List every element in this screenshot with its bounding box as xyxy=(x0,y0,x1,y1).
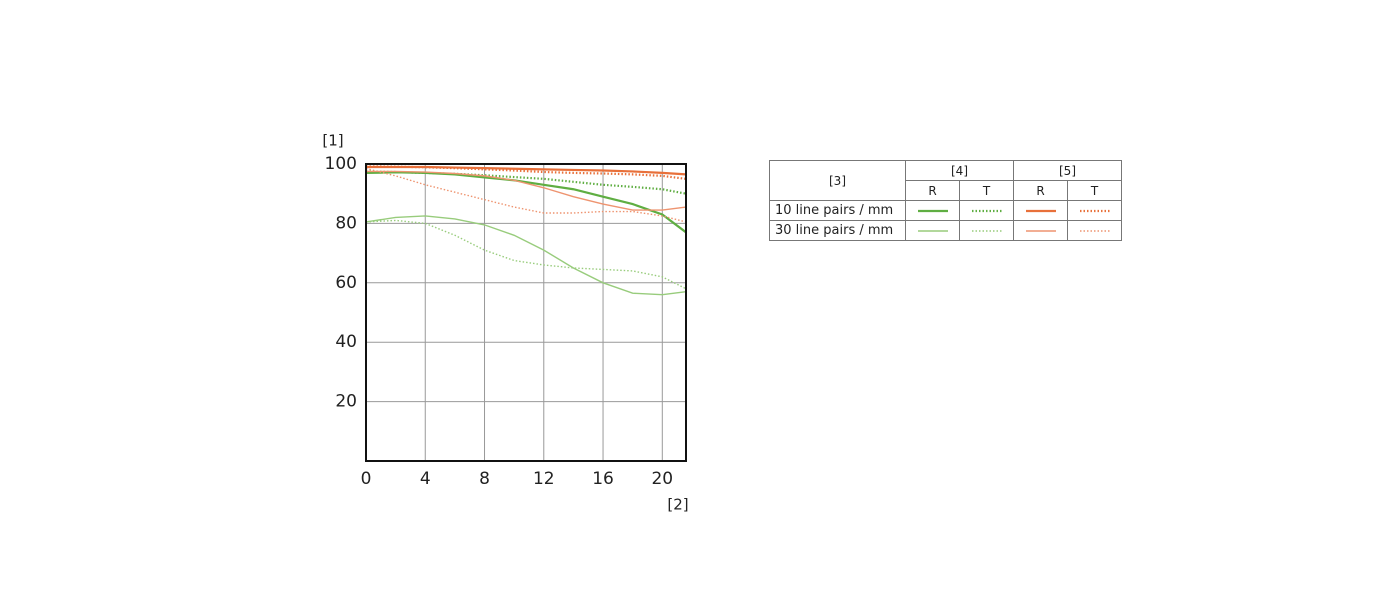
legend-row-label: 10 line pairs / mm xyxy=(769,200,906,221)
legend-cell xyxy=(959,220,1014,241)
legend-row: 30 line pairs / mm xyxy=(769,220,1122,241)
legend-swatch xyxy=(1079,209,1110,212)
legend-swatch xyxy=(1079,229,1110,232)
mtf-line xyxy=(365,167,687,223)
legend-column: R xyxy=(905,180,960,201)
mtf-line xyxy=(365,215,687,296)
legend-cell xyxy=(1013,200,1068,221)
y-tick-label: 20 xyxy=(335,392,357,412)
y-axis-label: [1] xyxy=(322,132,343,150)
y-tick-label: 40 xyxy=(335,332,357,352)
mtf-line xyxy=(366,165,687,176)
y-tick-label: 60 xyxy=(335,273,357,293)
legend-swatch xyxy=(971,229,1002,232)
x-tick-label: 16 xyxy=(592,469,614,489)
legend-swatch xyxy=(1025,209,1056,212)
x-tick-label: 12 xyxy=(533,469,555,489)
legend-swatch xyxy=(1025,229,1056,232)
x-tick-label: 0 xyxy=(361,469,372,489)
legend-cell xyxy=(1067,200,1122,221)
y-tick-label: 100 xyxy=(325,154,357,174)
legend-cell xyxy=(1067,220,1122,241)
legend-row-label: 30 line pairs / mm xyxy=(769,220,906,241)
x-tick-label: 8 xyxy=(479,469,490,489)
mtf-line xyxy=(365,171,687,234)
legend-group: [5] xyxy=(1013,160,1122,181)
legend-row: 10 line pairs / mm xyxy=(769,200,1122,221)
legend-header: [3] xyxy=(769,160,906,201)
legend-swatch xyxy=(971,209,1002,212)
x-axis-label: [2] xyxy=(667,496,688,514)
legend-column: T xyxy=(1067,180,1122,201)
legend-cell xyxy=(905,220,960,241)
legend-column: T xyxy=(959,180,1014,201)
legend-cell xyxy=(1013,220,1068,241)
mtf-line xyxy=(366,170,687,211)
legend-cell xyxy=(905,200,960,221)
x-tick-label: 4 xyxy=(420,469,431,489)
legend-swatch xyxy=(917,209,948,212)
legend-cell xyxy=(959,200,1014,221)
legend-swatch xyxy=(917,229,948,232)
plot-frame xyxy=(365,163,687,462)
mtf-line xyxy=(365,219,687,290)
x-tick-label: 20 xyxy=(651,469,673,489)
y-tick-label: 80 xyxy=(335,213,357,233)
legend-column: R xyxy=(1013,180,1068,201)
legend-group: [4] xyxy=(905,160,1014,181)
